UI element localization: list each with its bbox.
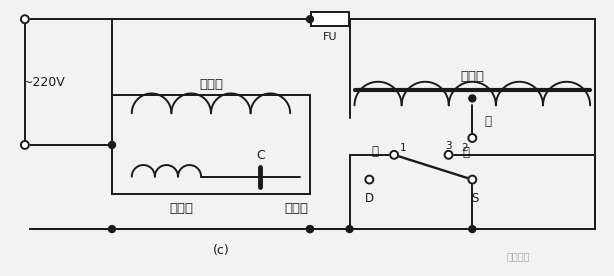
Circle shape <box>306 225 313 233</box>
Circle shape <box>468 134 476 142</box>
Text: (c): (c) <box>212 244 229 257</box>
Circle shape <box>306 16 313 23</box>
Circle shape <box>109 142 115 148</box>
Text: 3: 3 <box>446 141 453 151</box>
Text: 1: 1 <box>400 143 406 153</box>
Text: 副绕组: 副绕组 <box>169 202 193 215</box>
Text: 高: 高 <box>371 145 378 158</box>
Circle shape <box>21 141 29 149</box>
Circle shape <box>346 225 353 233</box>
Circle shape <box>365 176 373 184</box>
Text: D: D <box>365 192 374 205</box>
Circle shape <box>468 176 476 184</box>
Text: 中: 中 <box>484 115 491 128</box>
Text: 主绕组: 主绕组 <box>199 78 223 91</box>
Text: 电工之家: 电工之家 <box>506 251 530 261</box>
Circle shape <box>21 15 29 23</box>
Text: C: C <box>256 149 265 162</box>
Text: FU: FU <box>322 32 337 42</box>
Circle shape <box>306 225 313 233</box>
Text: 低: 低 <box>462 146 470 159</box>
Text: 2: 2 <box>462 143 468 153</box>
Text: 电抗器: 电抗器 <box>460 70 484 83</box>
Text: 副绕组: 副绕组 <box>284 202 308 215</box>
Text: S: S <box>472 192 479 205</box>
Circle shape <box>469 225 476 233</box>
Circle shape <box>469 95 476 102</box>
Bar <box>311 12 349 26</box>
Circle shape <box>445 151 453 159</box>
Circle shape <box>390 151 398 159</box>
Circle shape <box>109 225 115 233</box>
Text: ~220V: ~220V <box>23 76 66 89</box>
